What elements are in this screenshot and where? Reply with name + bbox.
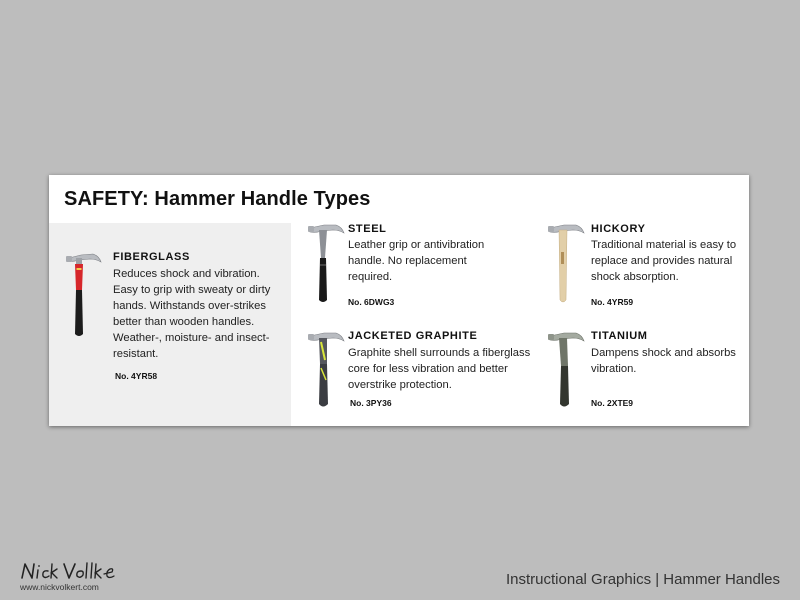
item-number: No. 3PY36 xyxy=(350,398,392,408)
item-description: Traditional material is easy to replace … xyxy=(591,239,737,283)
signature-logo xyxy=(21,562,115,579)
graphite-hammer-icon xyxy=(308,332,345,407)
card-title: SAFETY: Hammer Handle Types xyxy=(64,188,371,210)
handle-types-card: SAFETY: Hammer Handle Types FIBERGLASS R… xyxy=(49,175,749,426)
item-name: JACKETED GRAPHITE xyxy=(348,330,478,342)
item-description: Graphite shell surrounds a fiberglass co… xyxy=(348,347,531,391)
steel-hammer-icon xyxy=(308,224,345,302)
item-number: No. 4YR59 xyxy=(591,297,634,307)
hickory-hammer-icon xyxy=(548,224,585,303)
item-name: TITANIUM xyxy=(591,330,648,342)
item-number: No. 4YR58 xyxy=(115,371,158,381)
signature-url: www.nickvolkert.com xyxy=(20,582,99,592)
item-name: STEEL xyxy=(348,223,387,235)
item-description: Reduces shock and vibration. Easy to gri… xyxy=(113,268,271,360)
item-number: No. 6DWG3 xyxy=(348,297,395,307)
footer-caption: Instructional Graphics | Hammer Handles xyxy=(506,571,780,588)
item-description: Leather grip or antivibration handle. No… xyxy=(348,239,485,283)
item-description: Dampens shock and absorbs vibration. xyxy=(591,347,736,375)
item-name: FIBERGLASS xyxy=(113,251,190,263)
titanium-hammer-icon xyxy=(548,332,585,407)
item-number: No. 2XTE9 xyxy=(591,398,634,408)
item-name: HICKORY xyxy=(591,223,646,235)
fiberglass-hammer-icon xyxy=(66,253,102,336)
